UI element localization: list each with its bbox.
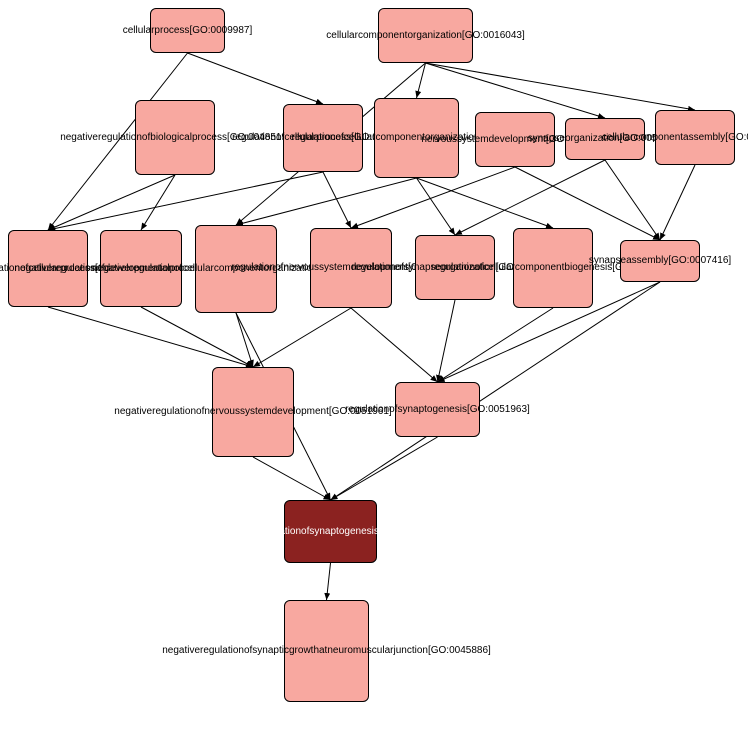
node-text: regulation	[200, 645, 244, 657]
node-text: negative	[60, 132, 98, 144]
node-n14[interactable]: regulationofcellularcomponentbiogenesis[…	[513, 228, 593, 308]
edge	[331, 437, 438, 500]
edge	[426, 63, 696, 110]
node-text: regulation	[52, 263, 96, 275]
node-text: of	[244, 645, 252, 657]
edge	[188, 53, 324, 104]
node-text: regulation	[352, 262, 396, 274]
edge	[417, 178, 456, 235]
node-text: of	[396, 262, 404, 274]
node-text: [GO:0045886]	[428, 645, 491, 657]
edge	[253, 308, 351, 367]
edge	[417, 63, 426, 98]
edge	[323, 172, 351, 228]
node-text: development	[272, 406, 329, 418]
node-text: of	[275, 262, 283, 274]
edge	[660, 165, 695, 240]
node-text: of	[276, 132, 284, 144]
node-text: at	[319, 645, 327, 657]
node-text: of	[335, 132, 343, 144]
node-text: regulation	[130, 263, 174, 275]
node-text: of	[174, 263, 182, 275]
node-text: process	[154, 25, 189, 37]
node-text: biological	[150, 132, 192, 144]
edge	[48, 175, 175, 230]
node-text: organization	[407, 30, 461, 42]
node-text: negative	[162, 645, 200, 657]
node-text: of	[196, 406, 204, 418]
node-n1[interactable]: cellularprocess[GO:0009987]	[150, 8, 225, 53]
node-text: nervous	[204, 406, 240, 418]
node-text: nervous	[421, 134, 457, 146]
node-text: cellular	[326, 30, 358, 42]
node-text: synaptogenesis	[309, 526, 379, 538]
node-text: regulation	[98, 132, 142, 144]
edge	[438, 300, 456, 382]
node-text: assembly	[683, 132, 725, 144]
node-text: synaptogenesis	[397, 404, 467, 416]
node-text: of	[475, 262, 483, 274]
node-text: negative	[219, 526, 257, 538]
node-text: cellular	[602, 132, 634, 144]
edge	[331, 282, 661, 500]
node-text: of	[389, 404, 397, 416]
edge	[253, 457, 331, 500]
edge	[455, 160, 605, 235]
node-text: junction	[394, 645, 428, 657]
node-text: negative	[15, 263, 53, 275]
node-text: regulation	[232, 132, 276, 144]
node-text: assembly	[626, 255, 668, 267]
node-text: regulation	[431, 262, 475, 274]
node-n16[interactable]: negativeregulationofnervoussystemdevelop…	[212, 367, 294, 457]
node-text: system	[319, 262, 351, 274]
node-text: synapse	[589, 255, 626, 267]
node-text: [GO:0051963]	[467, 404, 530, 416]
node-text: component	[634, 132, 683, 144]
edge	[48, 307, 253, 367]
node-text: cellular	[483, 262, 515, 274]
node-text: process	[192, 132, 227, 144]
node-text: regulation	[231, 262, 275, 274]
node-text: regulation	[292, 132, 336, 144]
edge	[438, 308, 554, 382]
edge	[141, 307, 253, 367]
node-text: of	[142, 132, 150, 144]
node-text: component	[515, 262, 564, 274]
node-n15[interactable]: synapseassembly[GO:0007416]	[620, 240, 700, 282]
node-text: [GO:0016043]	[462, 30, 525, 42]
edge	[605, 160, 660, 240]
edge	[327, 563, 331, 600]
node-text: of	[301, 526, 309, 538]
node-text: cellular	[344, 132, 376, 144]
node-n3[interactable]: negativeregulationofbiologicalprocess[GO…	[135, 100, 215, 175]
node-text: [GO:0007416]	[668, 255, 731, 267]
edge	[351, 308, 438, 382]
node-text: nervous	[283, 262, 319, 274]
node-text: regulation	[345, 404, 389, 416]
node-text: regulation	[152, 406, 196, 418]
node-text: cellular	[123, 25, 155, 37]
node-text: growth	[289, 645, 319, 657]
node-text: negative	[92, 263, 130, 275]
edge	[141, 175, 175, 230]
node-text: regulation	[257, 526, 301, 538]
edge	[48, 172, 323, 230]
node-n17[interactable]: regulationofsynaptogenesis[GO:0051963]	[395, 382, 480, 437]
node-text: neuromuscular	[327, 645, 393, 657]
node-n18[interactable]: negativeregulationofsynaptogenesis[GO:00…	[284, 500, 377, 563]
node-text: negative	[114, 406, 152, 418]
node-n2[interactable]: cellularcomponentorganization[GO:0016043…	[378, 8, 473, 63]
node-text: cellular	[182, 263, 214, 275]
node-text: synaptic	[252, 645, 289, 657]
node-n19[interactable]: negativeregulationofsynapticgrowthatneur…	[284, 600, 369, 702]
node-text: system	[457, 134, 489, 146]
node-text: synapse	[528, 133, 565, 145]
node-n8[interactable]: cellularcomponentassembly[GO:0022607]	[655, 110, 735, 165]
node-text: [GO:0022607]	[725, 132, 748, 144]
node-text: [GO:0051964]	[379, 526, 442, 538]
node-text: component	[358, 30, 407, 42]
node-text: system	[240, 406, 272, 418]
node-text: [GO:0009987]	[189, 25, 252, 37]
node-text: component	[375, 132, 424, 144]
